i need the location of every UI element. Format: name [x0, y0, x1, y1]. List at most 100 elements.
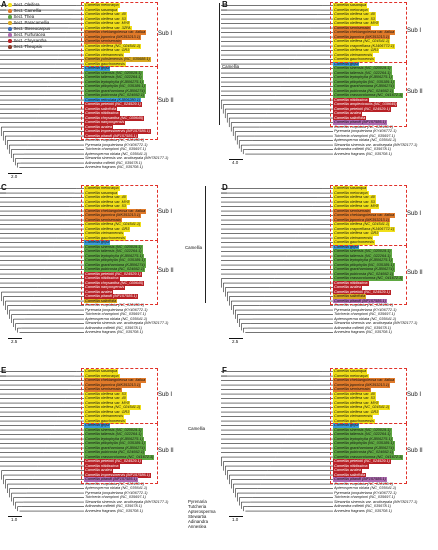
tip-label: Camellia azalea	[84, 289, 114, 295]
tip-label: Camellia oleifera var. 40	[84, 396, 127, 402]
tip-label: Tutcheria championi (NC_035697.1)	[84, 312, 147, 318]
legend-swatch	[8, 45, 12, 49]
tip-label: Camellia oleifera var. GR3	[84, 48, 131, 54]
tip-label: Camellia taliensis (NC_022264.1)	[84, 432, 143, 438]
tip-label: Camellia oleifera (NC_024541.1)	[333, 405, 391, 411]
tip-label: Camellia oleifera var. 53	[84, 16, 127, 22]
tip-label: Pyrenaria jonquieriana (KY406772.1)	[333, 129, 398, 135]
tip-label: Camellia semiserrata	[84, 387, 122, 393]
sub-i-label: Sub I	[407, 28, 422, 35]
legend-label: Sect. Furfuracea	[13, 32, 46, 37]
tip-label: Camellia oleifera var. 53	[333, 16, 376, 22]
tip-label: Camellia cuspidata (NC_022459.1)	[84, 303, 146, 309]
section-legend: Sect. Oleifera Sect. Camellia Sect. Thea Se…	[8, 2, 50, 50]
tip-label: Camellia leptophylla (KJ806275.1)	[333, 75, 393, 81]
tip-label: Apterosperma oblata (NC_035641.1)	[84, 316, 149, 322]
tip-label: Camellia salicifolia	[333, 115, 367, 121]
tip-label: Camellia nitidissima	[84, 276, 120, 282]
tip-label: Camellia meiocarpa	[84, 186, 120, 192]
legend-item: Sect. Camellia	[8, 8, 50, 14]
scale-label: 1.0	[11, 517, 18, 522]
tip-label: Camellia oleifera (NC_024541.1)	[333, 39, 391, 45]
tip-label: Camellia crassocolumna (NC_041672.1)	[333, 93, 404, 99]
tip-label: Anneslea fragrans (NC_035708.1)	[333, 151, 393, 157]
genus-label: Pyrenaria	[188, 499, 207, 504]
sub-ii-label: Sub II	[158, 267, 174, 274]
scale-bar	[229, 159, 243, 160]
panel-label: B	[222, 0, 228, 9]
tip-label: Camellia petelotii (NC_024529.1)	[84, 271, 142, 277]
tip-label: Camellia pubicosta (NC_024662.1)	[84, 93, 146, 99]
tip-label: Camellia leptophylla (KJ806275.1)	[84, 253, 144, 259]
tip-label: Apterosperma oblata (NC_035641.1)	[333, 316, 398, 322]
scale-label: 2.5	[11, 338, 18, 344]
tip-label: Adinandra millettii (NC_035678.1)	[84, 325, 143, 331]
tip-label: Camellia oleifera var. GR3	[84, 409, 131, 415]
tip-label: Camellia vietnamensis	[84, 414, 124, 420]
tip-label: Tutcheria championi (NC_035697.1)	[333, 495, 396, 501]
tip-label: Camellia oleifera var. GR3	[333, 231, 380, 237]
legend-label: Sect. Oleifera	[13, 2, 40, 7]
tip-label: Pyrenaria jonquieriana (KY406772.1)	[84, 307, 149, 313]
tip-label: Stewartia sinensis var. acutisepala (MH7…	[333, 142, 419, 148]
legend-item: Sect. Thea	[8, 14, 50, 20]
tip-label: Camellia pitardii (MF157585.1)	[333, 298, 387, 304]
tip-label: Camellia cuspidata (NC_022459.1)	[333, 303, 395, 309]
tip-label: Camellia sasanqua	[84, 7, 119, 13]
tip-label: Camellia semiserrata	[333, 387, 371, 393]
tip-label: Camellia oleifera var. 53	[333, 396, 376, 402]
scale-bar	[8, 172, 22, 174]
tip-label: Camellia leptophylla (KJ806275.1)	[333, 436, 393, 442]
tree-branches	[0, 188, 84, 333]
tip-label: Stewartia sinensis var. acutisepala (MH7…	[333, 321, 419, 327]
tip-label: Camellia sinensis (NC_020019.1)	[333, 249, 392, 255]
tip-label: Camellia sasanqua	[333, 186, 368, 192]
tip-label: Camellia oleifera var. 53	[84, 391, 127, 397]
tip-label: Camellia oleifera var. 40	[84, 12, 127, 18]
tip-label: Camellia oleifera var. MY8	[333, 400, 380, 406]
tip-label: Camellia oleifera var. GR3	[333, 409, 380, 415]
tip-label: Camellia pubicosta (NC_024662.1)	[333, 88, 395, 94]
tip-label: Camellia cuspidata (NC_022459.1)	[84, 138, 146, 144]
tree-branches	[0, 371, 84, 512]
scale-label: 1.0	[232, 517, 239, 522]
tree-branches	[221, 371, 333, 512]
tip-label: Camellia chekiangoleosa var. liallua	[84, 30, 147, 36]
sub-i-label: Sub I	[407, 392, 422, 398]
sub-ii-box	[81, 66, 158, 140]
tip-label: Camellia pitardii (MF157585.1)	[84, 133, 138, 139]
sub-i-box	[330, 185, 407, 246]
tip-label: Camellia oleifera var. 40	[333, 12, 376, 18]
tip-label: Camellia petelotii (NC_024529.1)	[333, 459, 391, 465]
tip-label: Camellia oleifera (NC_024541.1)	[84, 405, 142, 411]
tree-panel-e: E Camellia sasanqua Camellia meiocarpa Came…	[0, 366, 216, 544]
genus-label: Anneslea	[188, 524, 207, 529]
tip-label: Camellia oleifera var. GR3	[333, 48, 380, 54]
scale-bar	[8, 337, 22, 339]
tip-label: Camellia crapnelliana (KJ406772.1)	[333, 43, 396, 49]
legend-item: Sect. Stereocarpus	[8, 26, 50, 32]
panel-label: E	[1, 366, 7, 375]
tip-label: Camellia cuspidata (NC_022459.1)	[333, 481, 395, 487]
legend-label: Sect. Thea	[13, 14, 35, 19]
sub-ii-label: Sub II	[158, 98, 174, 104]
tip-label: Camellia gauchowensis	[333, 57, 375, 63]
genus-label: Tutcheria	[188, 504, 207, 509]
tip-label: Camellia gauchowensis	[84, 235, 126, 241]
sub-i-box	[81, 368, 158, 424]
sub-ii-label: Sub II	[407, 448, 423, 455]
legend-swatch	[8, 33, 12, 37]
legend-label: Sect. Paracamellia	[13, 20, 50, 25]
tip-label: Camellia petelotii (NC_024529.1)	[84, 459, 142, 465]
tip-label: Camellia meiocarpa	[333, 7, 369, 13]
panel-label: C	[1, 183, 7, 192]
tree-panel-c: C Camellia meiocarpa Camellia sasanqua Came…	[0, 183, 214, 361]
tip-label: Camellia grijsii	[333, 61, 360, 67]
tip-label: Anneslea fragrans (NC_035708.1)	[333, 330, 393, 336]
tip-label: Camellia leptophylla (KJ806275.1)	[84, 436, 144, 442]
sub-i-box	[81, 2, 158, 67]
legend-label: Sect. Stereocarpus	[13, 26, 51, 31]
scale-label: 4.0	[232, 160, 239, 165]
tip-label: Camellia granthamiana (KJ806274)	[333, 267, 395, 273]
tip-label: Apterosperma oblata (NC_035641.1)	[84, 486, 149, 492]
